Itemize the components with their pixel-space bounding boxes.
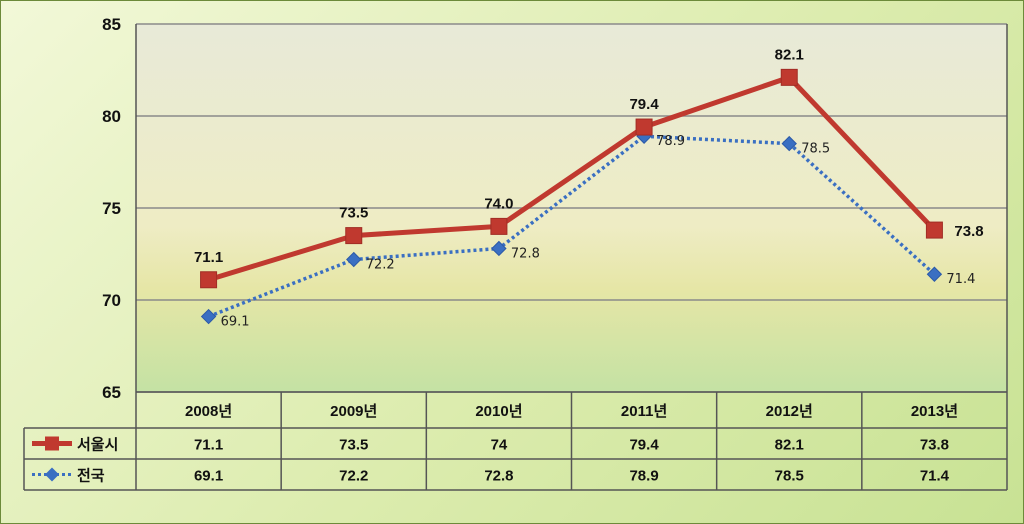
- national-marker: [926, 266, 943, 282]
- x-category-label: 2012년: [766, 403, 813, 420]
- table-value: 71.4: [920, 468, 950, 485]
- national-marker: [781, 135, 797, 152]
- table-value: 73.8: [920, 437, 949, 454]
- legend-key-marker: [45, 467, 59, 482]
- national-data-label: 72.8: [511, 246, 540, 261]
- x-category-label: 2011년: [621, 403, 667, 420]
- x-category-label: 2010년: [475, 403, 522, 420]
- seoul-data-label: 79.4: [629, 96, 659, 113]
- seoul-marker: [200, 271, 218, 289]
- seoul-marker: [635, 118, 653, 136]
- seoul-line: [207, 74, 937, 283]
- series-layer: 71.1 73.5 74.0 79.4 82.1 73.8 69.1 72.2 72.8 78.9…: [194, 46, 984, 329]
- table-value: 71.1: [194, 437, 223, 454]
- table-value: 73.5: [339, 437, 368, 454]
- national-data-label: 78.9: [656, 134, 685, 149]
- national-data-label: 71.4: [946, 272, 975, 287]
- y-tick-label: 65: [102, 383, 121, 402]
- table-value: 72.8: [484, 468, 513, 485]
- national-data-label: 69.1: [221, 315, 250, 330]
- y-tick-label: 85: [102, 15, 121, 34]
- national-marker: [200, 308, 217, 325]
- seoul-marker: [490, 217, 508, 235]
- seoul-data-label: 73.8: [954, 223, 983, 240]
- seoul-marker: [925, 221, 943, 239]
- x-category-label: 2013년: [911, 403, 958, 420]
- seoul-data-label: 74.0: [484, 195, 513, 212]
- table-value: 78.5: [775, 468, 804, 485]
- table-value: 79.4: [629, 437, 659, 454]
- y-tick-label: 70: [102, 291, 121, 310]
- legend-label: 전국: [77, 468, 105, 485]
- seoul-data-label: 73.5: [339, 205, 368, 222]
- table-value: 82.1: [775, 437, 804, 454]
- seoul-data-label: 82.1: [775, 46, 804, 63]
- x-category-label: 2009년: [330, 403, 377, 420]
- y-axis: 65 70 75 80 85: [102, 15, 121, 402]
- y-tick-label: 80: [102, 107, 121, 126]
- legend-label: 서울시: [77, 437, 118, 454]
- legend-key-marker: [45, 436, 59, 451]
- table-value: 78.9: [629, 468, 658, 485]
- national-marker: [346, 251, 362, 268]
- table-value: 72.2: [339, 468, 368, 485]
- seoul-data-label: 71.1: [194, 249, 223, 266]
- seoul-marker: [345, 227, 363, 245]
- national-marker: [491, 240, 507, 257]
- seoul-marker: [780, 68, 798, 86]
- y-tick-label: 75: [102, 199, 121, 218]
- national-line: [207, 134, 936, 319]
- x-category-label: 2008년: [185, 403, 232, 420]
- national-data-label: 78.5: [801, 142, 830, 157]
- table-value: 74: [491, 437, 508, 454]
- national-data-label: 72.2: [366, 258, 395, 273]
- table-value: 69.1: [194, 468, 223, 485]
